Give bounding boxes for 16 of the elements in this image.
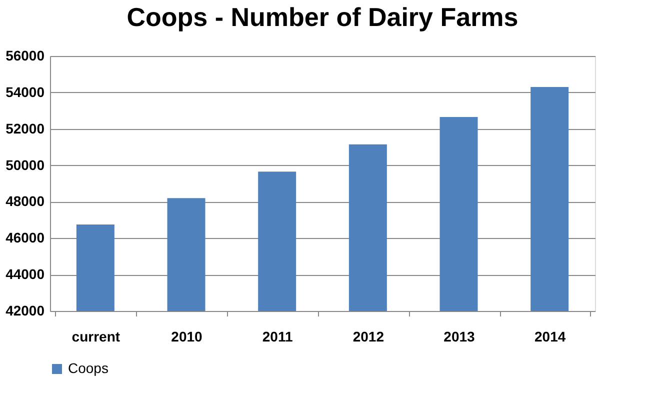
x-tick-label: 2011 <box>262 328 293 344</box>
y-tick-label: 42000 <box>6 302 45 318</box>
x-tick-label: current <box>72 328 120 344</box>
x-tick-label: 2014 <box>534 328 566 344</box>
y-tick-label: 50000 <box>6 156 45 173</box>
y-tick-label: 56000 <box>6 48 45 64</box>
x-tick-label: 2012 <box>352 328 384 344</box>
x-tick-label: 2010 <box>171 328 203 344</box>
legend-label: Coops <box>68 360 108 376</box>
y-tick-label: 54000 <box>6 84 45 100</box>
y-tick-label: 44000 <box>6 266 45 282</box>
y-tick-label: 48000 <box>6 193 45 210</box>
y-tick-label: 52000 <box>6 120 45 136</box>
chart-title: Coops - Number of Dairy Farms <box>126 2 518 32</box>
y-tick-label: 46000 <box>6 230 45 246</box>
x-tick-label: 2013 <box>444 328 476 344</box>
